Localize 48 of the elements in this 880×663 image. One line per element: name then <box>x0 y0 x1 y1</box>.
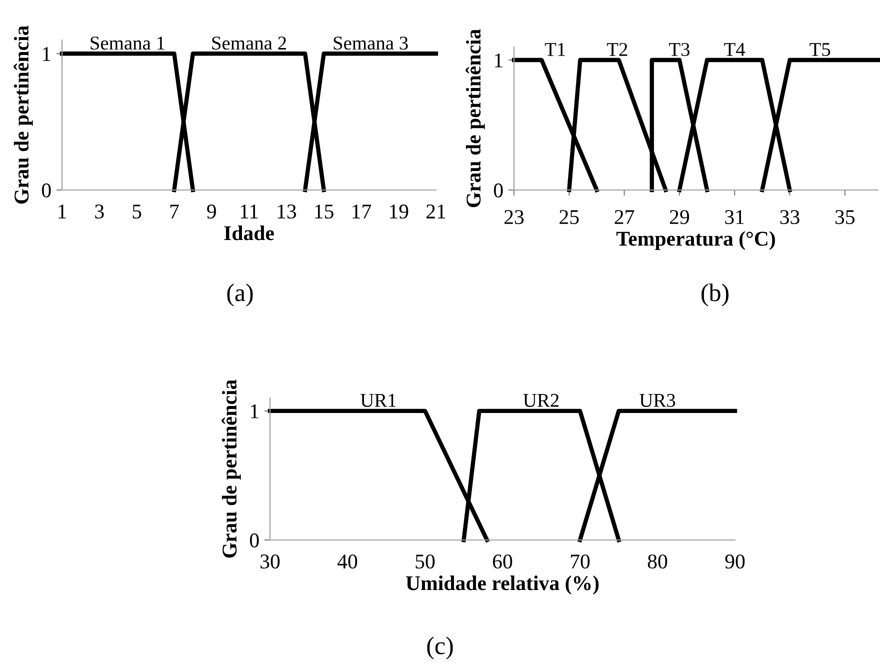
y-tick-label: 0 <box>250 533 259 548</box>
x-tick-label: 40 <box>337 554 358 569</box>
series-label: UR3 <box>640 394 676 407</box>
series-label: T1 <box>544 43 565 56</box>
y-axis-title: Grau de pertinência <box>222 380 241 558</box>
x-tick-label: 23 <box>504 210 524 224</box>
x-tick-label: 90 <box>725 554 745 569</box>
x-axis-title: Umidade relativa (%) <box>406 576 599 594</box>
x-tick-label: 19 <box>390 204 408 219</box>
x-tick-label: 31 <box>725 210 744 224</box>
x-tick-label: 33 <box>780 210 800 224</box>
x-tick-label: 25 <box>560 210 579 224</box>
series-label: Semana 1 <box>90 36 164 50</box>
series-label: Semana 3 <box>334 36 408 50</box>
x-tick-label: 9 <box>207 204 216 219</box>
series-label: UR2 <box>523 394 559 407</box>
series-label: T2 <box>606 42 628 56</box>
x-tick-label: 7 <box>170 204 179 218</box>
y-tick-label: 0 <box>494 183 503 198</box>
x-tick-label: 1 <box>58 204 66 218</box>
series-label: T5 <box>810 43 830 56</box>
x-tick-label: 11 <box>240 204 258 218</box>
x-tick-label: 17 <box>352 204 372 218</box>
y-tick-label: 0 <box>42 183 51 198</box>
x-tick-label: 50 <box>416 554 435 569</box>
x-tick-label: 35 <box>835 210 855 224</box>
x-tick-label: 13 <box>278 204 296 219</box>
series-label: Semana 2 <box>212 36 286 50</box>
x-tick-label: 21 <box>426 204 446 218</box>
y-axis-title: Grau de pertinência <box>466 29 485 208</box>
x-axis-title: Temperatura (°C) <box>616 231 775 250</box>
x-tick-label: 80 <box>648 554 668 569</box>
x-tick-label: 27 <box>614 210 634 224</box>
x-tick-label: 30 <box>260 554 280 569</box>
x-tick-label: 60 <box>492 554 512 569</box>
x-tick-label: 29 <box>670 210 690 224</box>
series-label: T4 <box>724 43 746 56</box>
x-axis-title: Idade <box>224 226 274 240</box>
x-tick-label: 15 <box>315 204 334 219</box>
text: (c) <box>427 636 453 660</box>
text: (a) <box>227 284 253 306</box>
x-tick-label: 3 <box>95 204 104 219</box>
text: (b) <box>702 284 728 306</box>
series-label: UR1 <box>360 394 396 407</box>
y-axis-title: Grau de pertinência <box>14 26 33 204</box>
x-tick-label: 5 <box>132 204 142 219</box>
x-tick-label: 70 <box>570 554 590 569</box>
series-label: T3 <box>669 42 690 56</box>
